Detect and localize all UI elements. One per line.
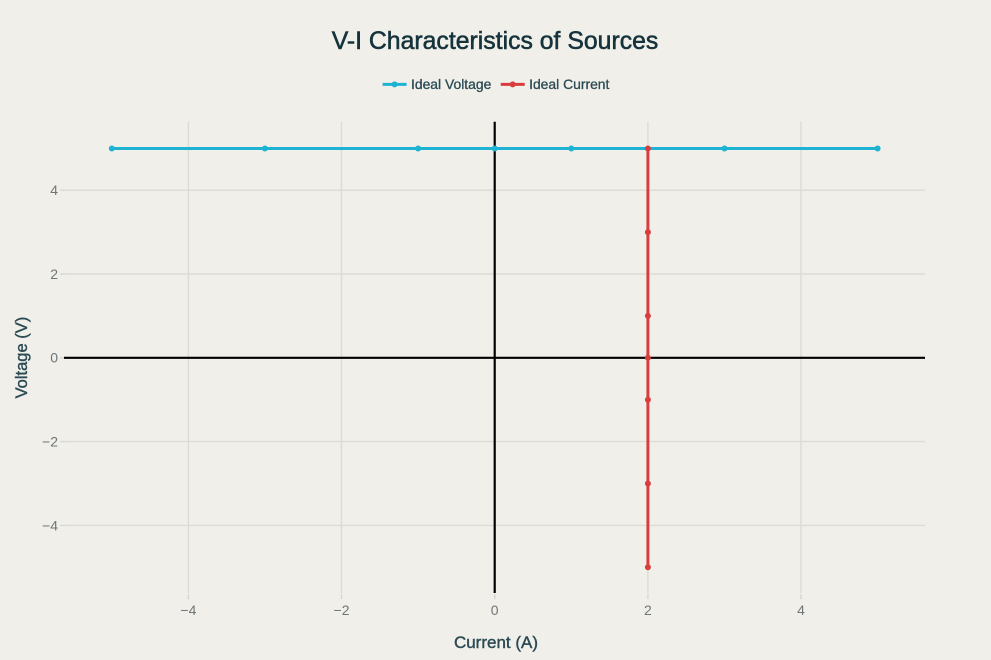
svg-text:V-I Characteristics of Sources: V-I Characteristics of Sources: [332, 28, 659, 55]
svg-text:Voltage (V): Voltage (V): [13, 317, 31, 399]
svg-text:2: 2: [50, 266, 58, 282]
svg-text:−2: −2: [334, 602, 350, 618]
svg-text:4: 4: [797, 602, 805, 618]
svg-text:−2: −2: [42, 434, 58, 450]
svg-text:Ideal Voltage: Ideal Voltage: [411, 76, 492, 92]
svg-text:2: 2: [644, 602, 652, 618]
svg-text:−4: −4: [42, 517, 58, 533]
svg-text:4: 4: [50, 182, 58, 198]
svg-text:Ideal Current: Ideal Current: [529, 76, 609, 92]
svg-text:Current (A): Current (A): [454, 633, 538, 652]
svg-text:0: 0: [491, 602, 499, 618]
svg-text:−4: −4: [180, 602, 196, 618]
svg-text:0: 0: [50, 350, 58, 366]
